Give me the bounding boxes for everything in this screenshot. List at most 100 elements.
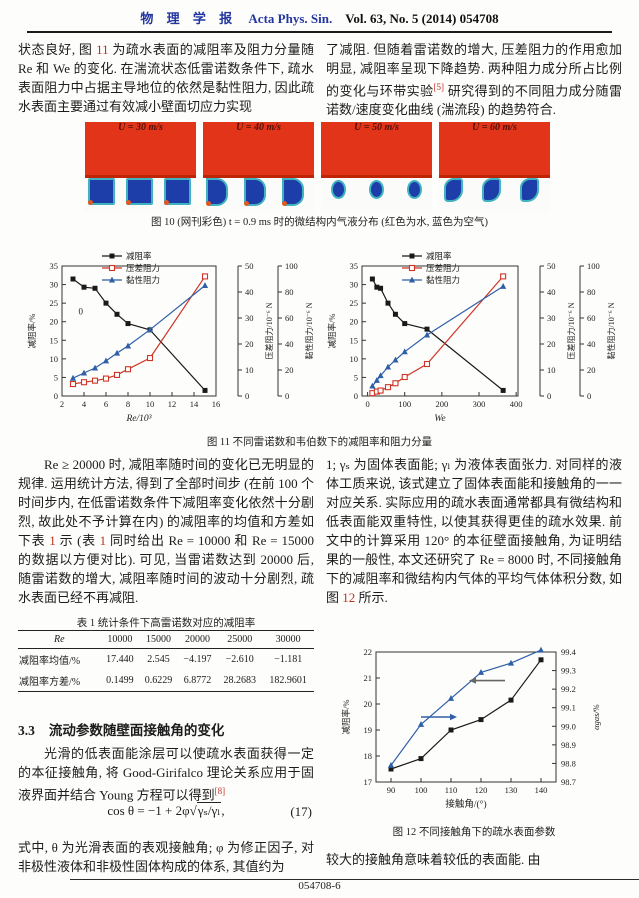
equation-number: (17): [290, 804, 312, 819]
svg-text:80: 80: [285, 287, 294, 297]
reference-marker: 11: [96, 42, 109, 57]
left-column-paragraph-3: 光滑的低表面能涂层可以使疏水表面获得一定的本征接触角, 将 Good-Girif…: [18, 744, 314, 804]
air-pocket: [520, 178, 539, 202]
text-run: 光滑的低表面能涂层可以使疏水表面获得一定的本征接触角, 将 Good-Girif…: [18, 746, 314, 803]
equation-tail: ,: [221, 803, 225, 818]
svg-text:10: 10: [245, 365, 254, 375]
svg-text:0: 0: [54, 391, 58, 401]
right-column-paragraph-1: 了减阻. 但随着雷诺数的增大, 压差阻力的作用愈加明显, 减阻率呈现下降趋势. …: [326, 40, 622, 119]
figure-12-chart: 90 100 110 120 130 140 接触角/(°) 17 18 19 20 21 22 减阻率/…: [341, 646, 601, 810]
svg-text:Re/10³: Re/10³: [125, 414, 151, 424]
svg-text:21: 21: [364, 673, 373, 683]
equation-17: cos θ = −1 + 2φ√γₛ/γₗ, (17): [18, 802, 314, 819]
table-cell: 182.9601: [269, 675, 307, 686]
text-run: 了减阻. 但随着雷诺数的增大, 压差阻力的作用愈加明显, 减阻率呈现下降趋势. …: [326, 42, 622, 99]
svg-text:αgas/%: αgas/%: [591, 704, 601, 730]
water-droplet: [164, 200, 169, 205]
equation-under-root: γₛ/γₗ: [196, 802, 222, 818]
svg-text:压差阻力/10⁻⁶ N: 压差阻力/10⁻⁶ N: [566, 302, 576, 359]
figure-10-panel: U = 50 m/s: [321, 117, 432, 212]
svg-text:98.8: 98.8: [561, 758, 576, 768]
svg-text:4: 4: [82, 399, 87, 409]
text-run: 示 (表: [55, 533, 100, 548]
figure-10-caption: 图 10 (网刊彩色) t = 0.9 ms 时的微结构内气液分布 (红色为水,…: [151, 217, 488, 228]
issue-info: Vol. 63, No. 5 (2014) 054708: [345, 11, 499, 26]
reference-marker: [8]: [214, 786, 226, 796]
text-run: 1; γₛ 为固体表面能; γₗ 为液体表面张力. 对同样的液体工质来说, 该式…: [326, 457, 622, 605]
svg-text:99.0: 99.0: [561, 721, 576, 731]
table-1-caption: 表 1 统计条件下高雷诺数对应的减阻率: [76, 618, 256, 629]
left-column-paragraph-1: 状态良好, 图 11 为疏水表面的减阻率及阻力分量随 Re 和 We 的变化. …: [18, 40, 314, 116]
figure-10-panel: U = 40 m/s: [203, 117, 314, 212]
svg-text:减阻率/%: 减阻率/%: [327, 314, 337, 349]
svg-text:20: 20: [350, 317, 359, 327]
velocity-label: U = 60 m/s: [472, 122, 517, 133]
table-cell: −2.610: [225, 654, 254, 665]
section-number: 3.3: [18, 723, 35, 738]
table-cell: 减阻率均值/%: [19, 656, 81, 667]
svg-text:130: 130: [505, 785, 518, 795]
air-pocket: [206, 178, 228, 206]
table-cell: −4.197: [183, 654, 212, 665]
svg-text:0: 0: [547, 391, 551, 401]
svg-text:100: 100: [415, 785, 428, 795]
water-region: U = 30 m/s: [85, 122, 196, 178]
table-cell: 28.2683: [223, 675, 256, 686]
svg-text:40: 40: [547, 287, 556, 297]
water-droplet: [244, 201, 249, 206]
svg-text:黏性阻力: 黏性阻力: [126, 275, 160, 285]
svg-text:110: 110: [445, 785, 457, 795]
text-run: 所示.: [355, 590, 388, 605]
microstructure-grooves: [85, 178, 196, 212]
section-3-3-heading: 3.3 流动参数随壁面接触角的变化: [18, 719, 314, 739]
svg-text:压差阻力: 压差阻力: [126, 263, 160, 273]
air-pocket: [444, 178, 463, 202]
reference-marker: 12: [342, 590, 356, 605]
svg-text:20: 20: [364, 699, 373, 709]
table-header-cell: 20000: [184, 634, 210, 645]
figure-10-panels: U = 30 m/s U = 40 m/s U = 50 m/s U = 60 m/s: [85, 117, 555, 212]
svg-text:90: 90: [387, 785, 396, 795]
water-region: U = 40 m/s: [203, 122, 314, 178]
svg-text:17: 17: [364, 777, 373, 787]
svg-text:16: 16: [212, 399, 221, 409]
svg-text:0: 0: [365, 399, 369, 409]
water-droplet: [126, 200, 131, 205]
figure-11-right-chart: 0 100 200 300 400We05101520253035减阻率/%010203…: [327, 251, 616, 424]
figure-12-caption: 图 12 不同接触角下的疏水表面参数: [392, 827, 556, 838]
svg-text:300: 300: [473, 399, 486, 409]
svg-text:40: 40: [245, 287, 254, 297]
svg-text:0: 0: [354, 391, 358, 401]
svg-text:10: 10: [50, 354, 59, 364]
svg-text:100: 100: [285, 261, 298, 271]
svg-text:6: 6: [104, 399, 108, 409]
air-pocket: [331, 180, 346, 199]
air-pocket: [282, 178, 304, 206]
page-number: 054708-6: [298, 880, 341, 892]
journal-header: 物 理 学 报 Acta Phys. Sin. Vol. 63, No. 5 (…: [0, 8, 639, 27]
svg-text:压差阻力/10⁻⁶ N: 压差阻力/10⁻⁶ N: [264, 302, 274, 359]
table-1: Re 10000 15000 20000 25000 30000 减阻率均值/% 17.440…: [18, 630, 314, 692]
svg-text:22: 22: [364, 647, 373, 657]
section-title: 流动参数随壁面接触角的变化: [48, 723, 225, 738]
figure-10-panel: U = 30 m/s: [85, 117, 196, 212]
table-row: 减阻率方差/% 0.1499 0.6229 6.8772 28.2683 182.9601: [18, 670, 314, 692]
svg-text:25: 25: [350, 298, 359, 308]
svg-text:10: 10: [547, 365, 556, 375]
svg-text:减阻率: 减阻率: [126, 251, 152, 261]
air-pocket: [407, 180, 422, 199]
svg-text:黏性阻力: 黏性阻力: [426, 275, 460, 285]
velocity-label: U = 30 m/s: [118, 122, 163, 133]
svg-text:10: 10: [350, 354, 359, 364]
equation-lhs: cos θ = −1 + 2φ: [107, 803, 190, 818]
air-pocket: [244, 178, 266, 206]
air-pocket: [482, 178, 501, 202]
svg-text:25: 25: [50, 298, 59, 308]
svg-text:99.3: 99.3: [561, 666, 576, 676]
svg-text:0: 0: [285, 391, 289, 401]
svg-text:20: 20: [587, 365, 596, 375]
velocity-label: U = 40 m/s: [236, 122, 281, 133]
reference-marker: 1: [49, 533, 56, 548]
table-cell: 减阻率方差/%: [19, 677, 81, 688]
right-column-paragraph-2: 1; γₛ 为固体表面能; γₗ 为液体表面张力. 对同样的液体工质来说, 该式…: [326, 455, 622, 607]
